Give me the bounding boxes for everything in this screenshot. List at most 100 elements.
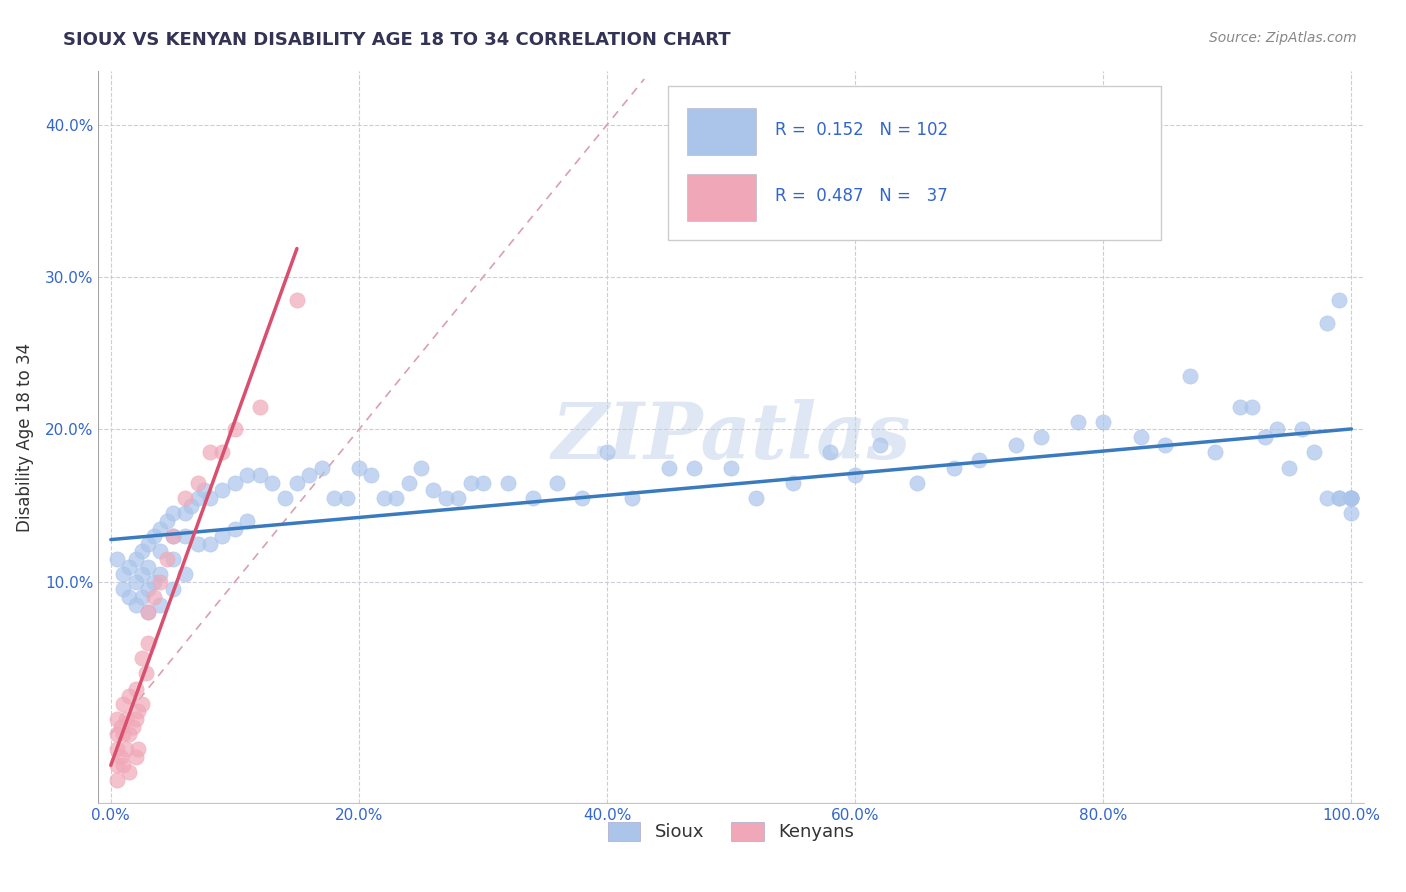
Text: R =  0.487   N =   37: R = 0.487 N = 37 [776, 186, 948, 204]
Point [943, 460, 966, 475]
Point [434, 491, 457, 505]
Point [745, 491, 768, 505]
Point [131, 590, 153, 604]
FancyBboxPatch shape [686, 108, 756, 155]
Text: R =  0.152   N = 102: R = 0.152 N = 102 [776, 121, 949, 139]
Point [844, 468, 866, 483]
Point [1154, 438, 1177, 452]
Point [149, 567, 172, 582]
Point [335, 491, 357, 505]
Point [298, 468, 321, 483]
Point [323, 491, 346, 505]
Point [460, 475, 482, 490]
Point [131, 567, 153, 582]
Point [1340, 491, 1362, 505]
Point [143, 590, 166, 604]
Point [105, 727, 128, 741]
Point [143, 574, 166, 589]
Point [112, 567, 135, 582]
Point [118, 559, 141, 574]
Point [110, 720, 132, 734]
Point [311, 460, 333, 475]
Point [1278, 460, 1301, 475]
Point [124, 750, 146, 764]
Point [620, 491, 643, 505]
Point [1340, 491, 1362, 505]
Point [658, 460, 681, 475]
Point [198, 445, 221, 459]
Point [149, 598, 172, 612]
Point [1229, 400, 1251, 414]
Point [1316, 491, 1339, 505]
Point [136, 605, 159, 619]
Point [522, 491, 544, 505]
Point [174, 491, 197, 505]
Point [1129, 430, 1152, 444]
Point [1316, 316, 1339, 330]
Point [782, 475, 804, 490]
Point [114, 742, 136, 756]
Point [347, 460, 370, 475]
Point [224, 475, 246, 490]
Point [112, 757, 135, 772]
Point [409, 460, 432, 475]
Legend: Sioux, Kenyans: Sioux, Kenyans [600, 814, 862, 848]
FancyBboxPatch shape [686, 174, 756, 221]
Point [174, 529, 197, 543]
Point [385, 491, 408, 505]
Point [127, 742, 149, 756]
Point [112, 727, 135, 741]
Point [1327, 293, 1350, 307]
Point [105, 757, 128, 772]
Point [174, 506, 197, 520]
Point [162, 506, 184, 520]
Point [118, 727, 141, 741]
Point [105, 742, 128, 756]
Point [211, 483, 233, 498]
Point [149, 574, 172, 589]
Point [1204, 445, 1226, 459]
Point [1241, 400, 1264, 414]
Point [571, 491, 593, 505]
Point [135, 666, 157, 681]
Point [174, 567, 197, 582]
Point [683, 460, 706, 475]
Point [236, 468, 259, 483]
Point [273, 491, 295, 505]
Point [187, 537, 209, 551]
Point [136, 537, 159, 551]
Point [472, 475, 495, 490]
Point [143, 529, 166, 543]
Point [596, 445, 619, 459]
Point [162, 529, 184, 543]
Point [112, 582, 135, 597]
Point [1327, 491, 1350, 505]
Point [373, 491, 395, 505]
Point [187, 475, 209, 490]
Point [967, 453, 990, 467]
Point [398, 475, 420, 490]
Point [1340, 491, 1362, 505]
Point [136, 582, 159, 597]
Point [193, 483, 215, 498]
Point [869, 438, 891, 452]
Point [114, 712, 136, 726]
Point [124, 598, 146, 612]
Point [360, 468, 382, 483]
Point [124, 681, 146, 696]
Point [1253, 430, 1275, 444]
Point [211, 529, 233, 543]
Text: ZIPatlas: ZIPatlas [551, 399, 911, 475]
Point [1031, 430, 1053, 444]
Point [820, 445, 842, 459]
Point [236, 514, 259, 528]
Point [162, 552, 184, 566]
Point [105, 552, 128, 566]
Point [105, 712, 128, 726]
Point [447, 491, 470, 505]
Text: SIOUX VS KENYAN DISABILITY AGE 18 TO 34 CORRELATION CHART: SIOUX VS KENYAN DISABILITY AGE 18 TO 34 … [63, 31, 731, 49]
Point [118, 689, 141, 703]
Point [249, 400, 271, 414]
Point [180, 499, 202, 513]
Point [105, 772, 128, 787]
